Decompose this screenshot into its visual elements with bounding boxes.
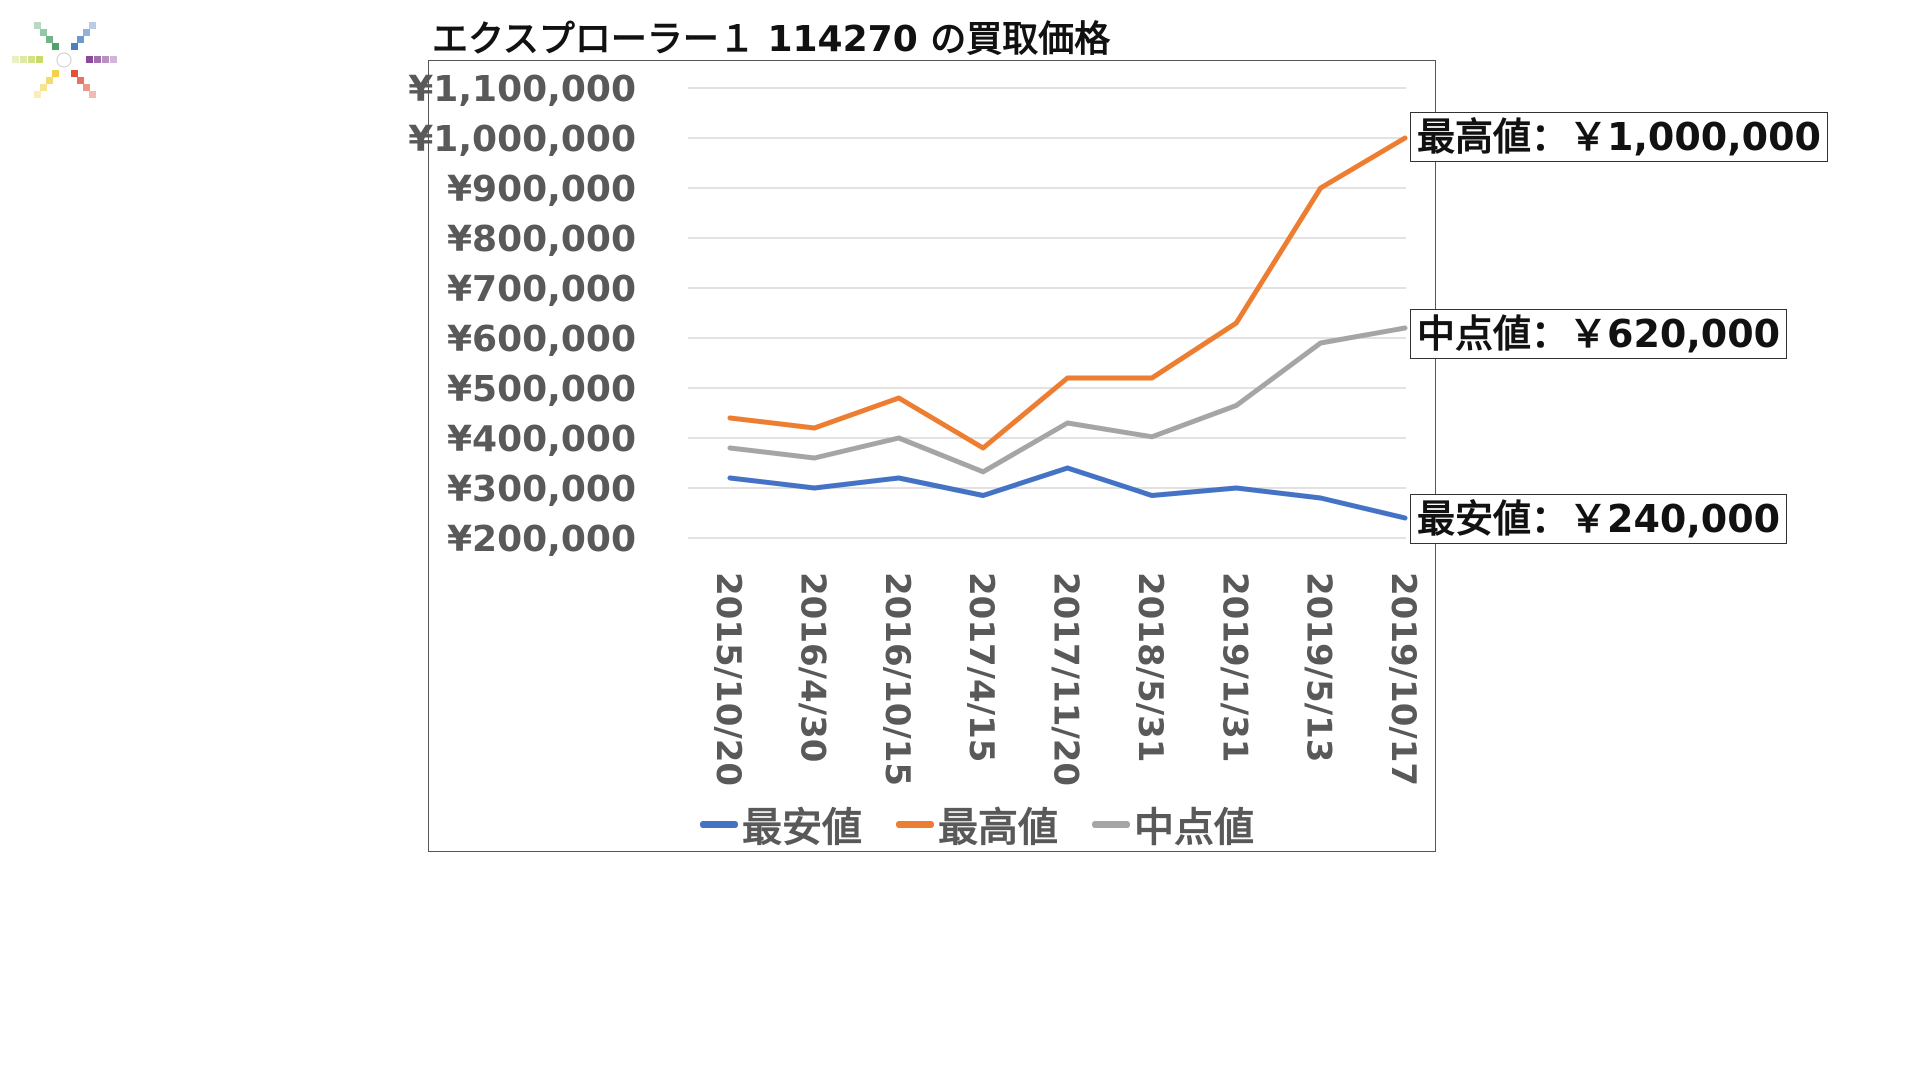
x-tick-label: 2019/5/13 <box>1299 572 1339 762</box>
series-line <box>727 465 1408 521</box>
legend-label: 中点値 <box>1134 805 1254 851</box>
y-tick-label: ¥200,000 <box>447 519 636 560</box>
callout-mid-value: 中点値：￥620,000 <box>1410 309 1788 359</box>
legend-item: 中点値 <box>1092 795 1254 853</box>
y-tick-label: ¥600,000 <box>447 319 636 360</box>
y-tick-label: ¥1,000,000 <box>408 119 636 160</box>
x-tick-label: 2015/10/20 <box>708 572 748 786</box>
x-tick-label: 2018/5/31 <box>1130 572 1170 762</box>
y-tick-label: ¥500,000 <box>447 369 636 410</box>
legend-swatch <box>700 820 738 828</box>
legend-label: 最安値 <box>742 805 862 851</box>
asterisk-logo-icon <box>12 22 117 98</box>
legend-item: 最安値 <box>700 795 862 853</box>
callout-min-value: 最安値：￥240,000 <box>1410 494 1788 544</box>
x-tick-label: 2016/10/15 <box>877 572 917 786</box>
chart-frame <box>428 60 1436 852</box>
callout-max-value: 最高値：￥1,000,000 <box>1410 112 1828 162</box>
y-tick-label: ¥700,000 <box>447 269 636 310</box>
y-tick-label: ¥400,000 <box>447 419 636 460</box>
y-tick-label: ¥900,000 <box>447 169 636 210</box>
y-tick-label: ¥800,000 <box>447 219 636 260</box>
series-line <box>727 325 1408 475</box>
x-tick-label: 2016/4/30 <box>792 572 832 762</box>
x-tick-label: 2017/11/20 <box>1046 572 1086 786</box>
legend-swatch <box>1092 820 1130 828</box>
legend-item: 最高値 <box>896 795 1058 853</box>
brand-logo <box>8 10 120 110</box>
series-line <box>727 135 1408 451</box>
chart-legend: 最安値 最高値 中点値 <box>700 795 1254 853</box>
chart-title: エクスプローラー１ 114270 の買取価格 <box>432 19 1111 60</box>
x-tick-label: 2019/10/17 <box>1383 572 1423 786</box>
x-tick-label: 2019/1/31 <box>1214 572 1254 762</box>
y-tick-label: ¥1,100,000 <box>408 69 636 110</box>
legend-label: 最高値 <box>938 805 1058 851</box>
legend-swatch <box>896 820 934 828</box>
y-tick-label: ¥300,000 <box>447 469 636 510</box>
x-tick-label: 2017/4/15 <box>961 572 1001 762</box>
